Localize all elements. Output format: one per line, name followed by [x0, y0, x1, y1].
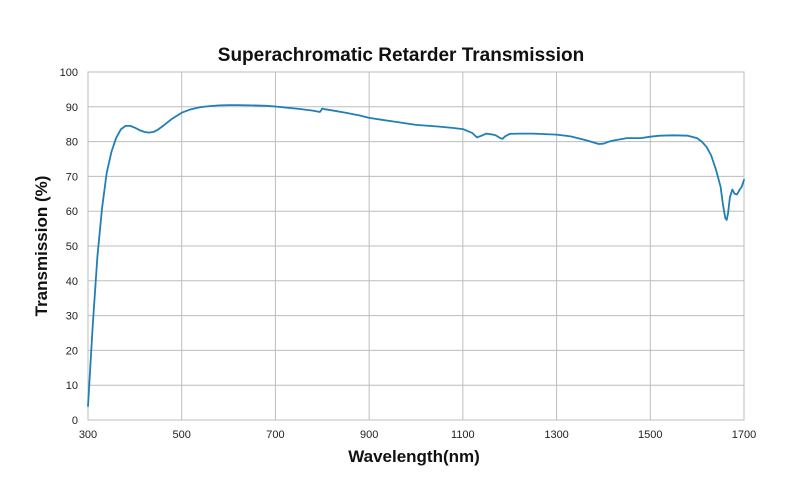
y-tick-label: 10: [66, 380, 78, 392]
y-tick-label: 40: [66, 276, 78, 288]
x-tick-label: 1300: [544, 429, 568, 441]
x-tick-label: 500: [173, 429, 191, 441]
y-tick-label: 50: [66, 241, 78, 253]
y-tick-label: 100: [60, 67, 78, 79]
x-axis-label: Wavelength(nm): [348, 447, 480, 466]
x-tick-label: 1700: [732, 429, 756, 441]
transmission-line: [87, 104, 745, 407]
x-tick-label: 1100: [451, 429, 475, 441]
y-tick-label: 30: [66, 311, 78, 323]
x-tick-label: 1500: [638, 429, 662, 441]
x-tick-label: 700: [266, 429, 284, 441]
y-tick-label: 20: [66, 345, 78, 357]
x-axis-ticks: 300 500 700 900 1100 1300 1500 1700: [79, 429, 756, 441]
x-tick-label: 900: [360, 429, 378, 441]
y-tick-label: 60: [66, 206, 78, 218]
y-tick-label: 90: [66, 102, 78, 114]
plot-frame: [87, 71, 745, 421]
x-tick-label: 300: [79, 429, 97, 441]
y-axis-ticks: 0 10 20 30 40 50 60 70 80 90 100: [60, 67, 78, 427]
y-tick-label: 0: [72, 415, 78, 427]
y-tick-label: 80: [66, 137, 78, 149]
y-axis-label: Transmission (%): [32, 176, 51, 317]
y-tick-label: 70: [66, 171, 78, 183]
chart-title: Superachromatic Retarder Transmission: [218, 45, 584, 66]
